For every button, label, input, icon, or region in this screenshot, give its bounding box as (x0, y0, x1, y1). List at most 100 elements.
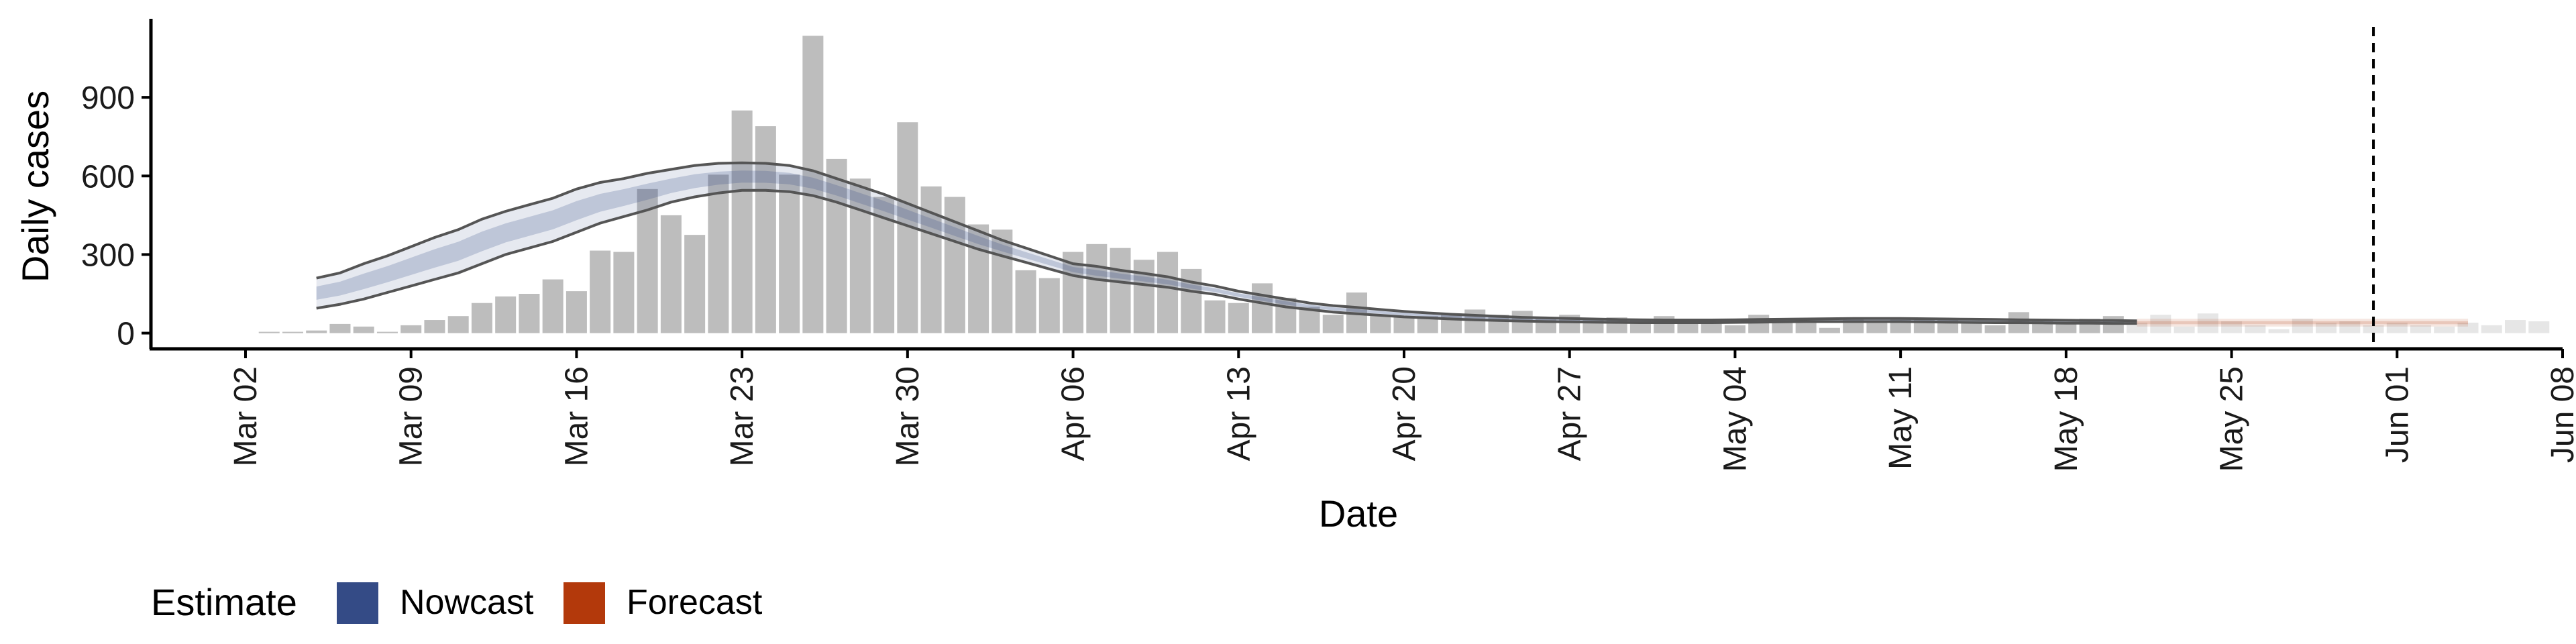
bar-day-73 (1984, 325, 2006, 333)
bar-day-2 (306, 330, 327, 333)
bar-day-75 (2032, 321, 2053, 333)
bar-day-87 (2316, 322, 2337, 333)
legend-label-forecast: Forecast (627, 583, 763, 622)
bar-day-20 (731, 110, 753, 333)
bar-day-80 (2150, 315, 2171, 333)
bar-day-96 (2528, 321, 2550, 333)
bar-day-82 (2197, 313, 2218, 333)
x-tick-label-13: Jun 01 (2379, 366, 2415, 463)
bar-day-36 (1110, 248, 1131, 333)
legend-label-nowcast: Nowcast (400, 583, 534, 622)
bar-day-5 (376, 331, 398, 333)
bar-day-68 (1866, 322, 1888, 333)
bar-day-92 (2434, 326, 2455, 333)
bar-day-66 (1819, 327, 1840, 333)
bar-day-21 (755, 126, 776, 333)
x-tick-label-2: Mar 16 (559, 366, 594, 466)
bar-day-84 (2245, 325, 2266, 333)
y-tick-label-0: 0 (117, 317, 135, 352)
bar-day-65 (1795, 321, 1817, 333)
bar-day-19 (708, 174, 729, 333)
bar-day-38 (1157, 252, 1179, 333)
y-axis-title: Daily cases (14, 91, 56, 282)
bar-day-64 (1772, 320, 1793, 333)
x-axis-title: Date (1319, 492, 1398, 535)
bar-day-94 (2481, 325, 2502, 333)
bar-day-41 (1228, 303, 1249, 333)
bar-day-14 (590, 250, 611, 333)
x-tick-label-6: Apr 13 (1221, 366, 1256, 461)
bar-day-32 (1015, 270, 1036, 333)
legend-swatch-nowcast (337, 582, 378, 624)
x-tick-label-11: May 18 (2049, 366, 2084, 472)
bar-day-95 (2505, 320, 2526, 333)
legend-swatch-forecast (564, 582, 605, 624)
bar-day-10 (495, 296, 517, 333)
nowcast-inner-band (316, 170, 2137, 323)
bar-day-0 (258, 331, 280, 333)
bar-day-72 (1961, 321, 1982, 333)
bar-day-83 (2221, 321, 2243, 333)
bar-day-11 (519, 294, 540, 333)
axes (149, 19, 2563, 351)
bar-day-7 (424, 320, 445, 333)
forecast-inner-band (2137, 321, 2469, 325)
bar-day-1 (282, 331, 303, 333)
bar-day-23 (802, 36, 824, 333)
nowcast-upper-line (316, 161, 2137, 323)
bar-day-91 (2410, 325, 2432, 333)
forecast-outer-band (2137, 319, 2469, 327)
bar-day-76 (2055, 322, 2077, 333)
bar-day-79 (2127, 322, 2148, 333)
y-axis-ticks: 0 300 600 900 (81, 80, 151, 352)
bar-day-13 (566, 291, 587, 333)
bar-day-42 (1252, 283, 1273, 333)
legend: Estimate Nowcast Forecast (151, 581, 763, 624)
bar-day-40 (1204, 300, 1226, 333)
bar-day-8 (447, 316, 469, 333)
y-tick-label-3: 900 (81, 80, 135, 116)
nowcast-outer-band (316, 162, 2137, 324)
bar-day-39 (1181, 268, 1202, 333)
bar-day-30 (968, 224, 989, 333)
bar-day-70 (1913, 320, 1935, 333)
y-tick-label-1: 300 (81, 237, 135, 273)
bar-day-18 (684, 235, 706, 333)
bar-day-6 (400, 325, 422, 333)
bar-day-25 (849, 178, 871, 333)
x-tick-label-7: Apr 20 (1387, 366, 1422, 461)
bar-day-88 (2339, 321, 2361, 333)
legend-title: Estimate (151, 581, 297, 623)
x-tick-label-14: Jun 08 (2545, 366, 2576, 463)
x-tick-label-3: Mar 23 (724, 366, 760, 466)
x-tick-label-10: May 11 (1883, 366, 1919, 470)
x-tick-label-9: May 04 (1717, 366, 1753, 472)
x-tick-label-0: Mar 02 (228, 366, 264, 466)
bar-day-48 (1393, 316, 1415, 333)
bar-day-86 (2292, 319, 2313, 333)
x-tick-label-1: Mar 09 (394, 366, 429, 466)
bar-day-62 (1724, 325, 1746, 333)
nowcast-lower-line (316, 189, 2137, 325)
bar-day-29 (944, 197, 965, 333)
bar-day-4 (353, 326, 374, 333)
x-tick-label-8: Apr 27 (1552, 366, 1588, 461)
bar-day-45 (1322, 315, 1344, 333)
bar-day-15 (613, 252, 635, 333)
bar-day-12 (542, 279, 564, 333)
x-axis-ticks: Mar 02 Mar 09 Mar 16 Mar 23 Mar 30 Apr 06 Apr … (228, 349, 2576, 472)
estimate-bands (316, 161, 2469, 327)
bar-day-35 (1086, 244, 1108, 333)
bar-day-63 (1748, 315, 1770, 333)
bar-day-17 (660, 215, 682, 333)
bar-day-24 (826, 158, 847, 333)
bar-day-47 (1370, 315, 1391, 333)
bar-day-50 (1440, 313, 1462, 333)
x-tick-label-12: May 25 (2214, 366, 2250, 472)
bar-day-90 (2386, 322, 2408, 333)
x-tick-label-5: Apr 06 (1056, 366, 1091, 461)
bar-day-37 (1133, 260, 1155, 333)
bar-day-89 (2363, 325, 2384, 333)
bar-day-3 (329, 323, 351, 333)
